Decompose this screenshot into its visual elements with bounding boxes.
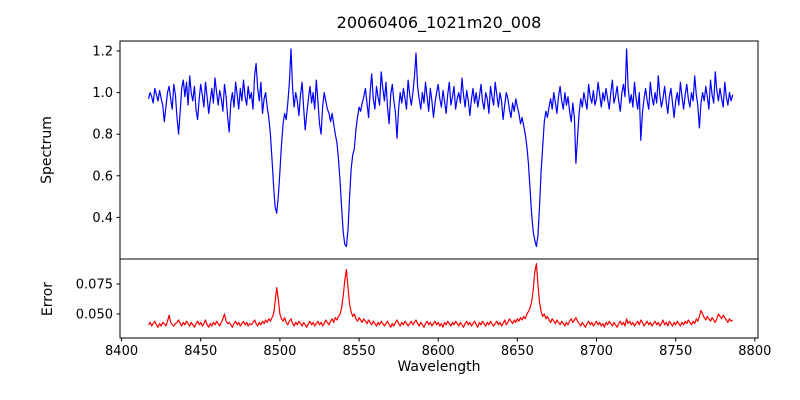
- x-axis-label: Wavelength: [397, 359, 481, 375]
- y-tick-label: 1.2: [92, 44, 113, 59]
- spectrum-line: [147, 48, 734, 248]
- y-tick-label: 0.4: [92, 211, 113, 226]
- x-axis: 8400 8450 8500 8550 8600 8650 8700 8750 8800: [105, 338, 771, 359]
- x-tick-label: 8500: [263, 344, 296, 359]
- x-tick-label: 8550: [343, 344, 376, 359]
- y-tick-label: 0.6: [92, 169, 113, 184]
- y-tick-label: 0.050: [76, 307, 113, 322]
- error-frame: [119, 258, 759, 339]
- spectrum-frame: [119, 40, 759, 260]
- y-tick-label: 1.0: [92, 86, 113, 101]
- chart-title: 20060406_1021m20_008: [336, 13, 542, 32]
- x-tick-label: 8650: [501, 344, 534, 359]
- y-tick-label: 0.075: [76, 277, 113, 292]
- x-tick-label: 8750: [659, 344, 692, 359]
- x-tick-label: 8400: [105, 344, 138, 359]
- error-line: [148, 263, 734, 328]
- y-tick-label: 0.8: [92, 128, 113, 143]
- x-tick-label: 8450: [184, 344, 217, 359]
- x-tick-label: 8800: [738, 344, 771, 359]
- x-tick-label: 8700: [580, 344, 613, 359]
- x-tick-label: 8600: [422, 344, 455, 359]
- error-panel: 0.050 0.075: [76, 258, 759, 339]
- spectrum-panel: 0.4 0.6 0.8 1.0 1.2: [92, 40, 759, 260]
